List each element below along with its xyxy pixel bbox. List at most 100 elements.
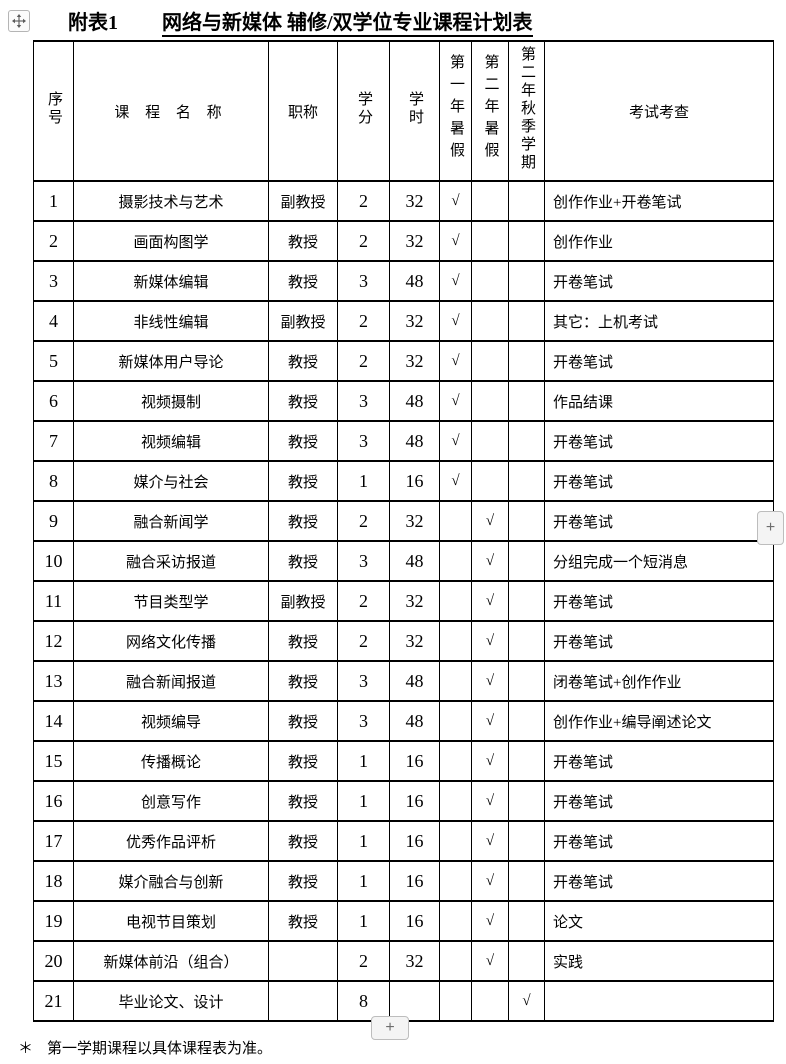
row-number-cell: 6 [33,380,74,422]
course-name-cell: 创意写作 [73,780,269,822]
credits-cell: 2 [337,940,390,982]
row-number-cell: 9 [33,500,74,542]
credits-cell: 2 [337,620,390,662]
year2-summer-check-cell [471,980,509,1022]
year2-fall-check-cell [508,220,545,262]
credits-cell: 3 [337,540,390,582]
table-row: 14 视频编导 教授 3 48 √ 创作作业+编导阐述论文 [33,700,774,742]
table-row: 19 电视节目策划 教授 1 16 √ 论文 [33,900,774,942]
header-teacher-title: 职称 [268,40,338,182]
table-row: 15 传播概论 教授 1 16 √ 开卷笔试 [33,740,774,782]
credits-cell: 1 [337,740,390,782]
table-row: 9 融合新闻学 教授 2 32 √ 开卷笔试 [33,500,774,542]
teacher-title-cell: 教授 [268,460,338,502]
hours-cell: 16 [389,860,440,902]
course-name-cell: 媒介融合与创新 [73,860,269,902]
exam-method-cell: 开卷笔试 [544,780,774,822]
year2-fall-check-cell [508,260,545,302]
hours-cell: 48 [389,700,440,742]
hours-cell: 32 [389,180,440,222]
year2-summer-check-cell [471,340,509,382]
table-row: 4 非线性编辑 副教授 2 32 √ 其它：上机考试 [33,300,774,342]
table-move-handle[interactable] [8,10,30,32]
year2-summer-check-cell: √ [471,620,509,662]
table-row: 13 融合新闻报道 教授 3 48 √ 闭卷笔试+创作作业 [33,660,774,702]
credits-cell: 2 [337,300,390,342]
teacher-title-cell: 副教授 [268,580,338,622]
credits-cell: 1 [337,820,390,862]
hours-cell: 48 [389,380,440,422]
course-name-cell: 毕业论文、设计 [73,980,269,1022]
year2-summer-check-cell [471,260,509,302]
row-number-cell: 14 [33,700,74,742]
course-name-cell: 网络文化传播 [73,620,269,662]
course-name-cell: 新媒体用户导论 [73,340,269,382]
teacher-title-cell: 教授 [268,340,338,382]
hours-cell: 48 [389,260,440,302]
year1-summer-check-cell [439,660,472,702]
year1-summer-check-cell [439,780,472,822]
year2-fall-check-cell [508,500,545,542]
teacher-title-cell: 副教授 [268,300,338,342]
header-exam: 考试考查 [544,40,774,182]
teacher-title-cell [268,980,338,1022]
teacher-title-cell: 教授 [268,380,338,422]
title-prefix: 附表1 [68,12,118,34]
header-serial-number: 序号 [33,40,74,182]
year2-summer-check-cell [471,420,509,462]
year2-summer-check-cell [471,180,509,222]
add-row-button[interactable]: + [371,1016,409,1040]
header-credits: 学分 [337,40,390,182]
table-row: 8 媒介与社会 教授 1 16 √ 开卷笔试 [33,460,774,502]
teacher-title-cell [268,940,338,982]
year2-fall-check-cell [508,700,545,742]
hours-cell: 48 [389,540,440,582]
year1-summer-check-cell: √ [439,180,472,222]
year2-fall-check-cell [508,620,545,662]
year2-summer-check-cell [471,220,509,262]
year2-fall-check-cell [508,740,545,782]
plus-icon: + [765,519,776,536]
table-row: 12 网络文化传播 教授 2 32 √ 开卷笔试 [33,620,774,662]
year2-fall-check-cell [508,300,545,342]
year2-summer-check-cell: √ [471,740,509,782]
hours-cell: 32 [389,300,440,342]
year1-summer-check-cell [439,900,472,942]
add-column-button[interactable]: + [757,511,784,545]
year2-fall-check-cell [508,860,545,902]
year2-summer-check-cell: √ [471,820,509,862]
footnote-text: 第一学期课程以具体课程表为准。 [47,1041,273,1057]
exam-method-cell: 其它：上机考试 [544,300,774,342]
course-name-cell: 视频编导 [73,700,269,742]
course-name-cell: 融合采访报道 [73,540,269,582]
credits-cell: 2 [337,580,390,622]
hours-cell: 16 [389,740,440,782]
row-number-cell: 11 [33,580,74,622]
table-row: 20 新媒体前沿（组合） 2 32 √ 实践 [33,940,774,982]
table-row: 3 新媒体编辑 教授 3 48 √ 开卷笔试 [33,260,774,302]
year1-summer-check-cell: √ [439,260,472,302]
row-number-cell: 10 [33,540,74,582]
hours-cell: 48 [389,660,440,702]
teacher-title-cell: 教授 [268,860,338,902]
exam-method-cell: 作品结课 [544,380,774,422]
year2-fall-check-cell: √ [508,980,545,1022]
table-row: 10 融合采访报道 教授 3 48 √ 分组完成一个短消息 [33,540,774,582]
table-row: 7 视频编辑 教授 3 48 √ 开卷笔试 [33,420,774,462]
credits-cell: 3 [337,420,390,462]
footnote-marker: ＊ [18,1041,34,1057]
year1-summer-check-cell [439,740,472,782]
year2-summer-check-cell: √ [471,580,509,622]
course-name-cell: 融合新闻学 [73,500,269,542]
course-name-cell: 传播概论 [73,740,269,782]
exam-method-cell: 开卷笔试 [544,340,774,382]
table-row: 6 视频摄制 教授 3 48 √ 作品结课 [33,380,774,422]
year1-summer-check-cell [439,540,472,582]
exam-method-cell: 实践 [544,940,774,982]
exam-method-cell: 开卷笔试 [544,260,774,302]
course-name-cell: 摄影技术与艺术 [73,180,269,222]
table-row: 16 创意写作 教授 1 16 √ 开卷笔试 [33,780,774,822]
title-main: 网络与新媒体 辅修/双学位专业课程计划表 [162,12,533,37]
exam-method-cell: 开卷笔试 [544,420,774,462]
teacher-title-cell: 教授 [268,220,338,262]
